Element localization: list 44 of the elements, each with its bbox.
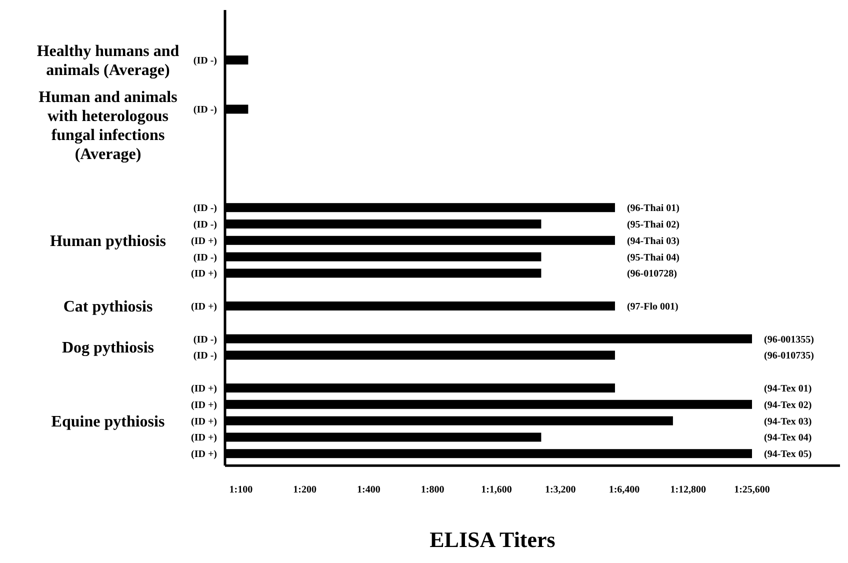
y-tick-label: (ID +) xyxy=(191,416,217,428)
y-tick-label: (ID +) xyxy=(191,449,217,460)
y-tick-label: (ID +) xyxy=(191,268,217,280)
y-tick-label: (ID +) xyxy=(191,400,217,411)
y2-tick-label: (94-Tex 05) xyxy=(764,449,812,460)
y-tick-label: (ID -) xyxy=(193,104,217,116)
y2-tick-label: (96-010735) xyxy=(764,350,814,362)
y-tick-label: (ID -) xyxy=(193,334,217,346)
y2-tick-label: (97-Flo 001) xyxy=(626,302,678,312)
text: Cat pythiosis xyxy=(63,298,153,316)
text: 1:25,600 xyxy=(734,484,770,496)
text: 1:6,400 xyxy=(608,484,640,496)
y-tick-label: (ID +) xyxy=(191,384,217,394)
text: 1:100 xyxy=(229,484,253,496)
y2-tick-label: (96-Thai 01) xyxy=(626,203,680,214)
text: 1:200 xyxy=(293,484,317,496)
text: Dog pythiosis xyxy=(62,340,154,357)
text: 1:400 xyxy=(357,484,380,496)
text: Healthy humans and animals (Average) xyxy=(36,43,180,80)
text: 1:1,600 xyxy=(481,484,512,496)
y-tick-label: (ID -) xyxy=(193,56,217,66)
x-axis-title: ELISA Titers xyxy=(430,527,556,552)
y2-tick-label: (94-Tex 04) xyxy=(764,432,812,444)
text: 1:3,200 xyxy=(544,484,576,496)
y-tick-label: (ID +) xyxy=(191,432,217,444)
y2-tick-label: (94-Tex 03) xyxy=(764,416,812,428)
y-tick-label: (ID -) xyxy=(193,350,217,362)
y-tick-label: (ID +) xyxy=(191,302,217,312)
y-tick-label: (ID -) xyxy=(193,203,217,214)
y2-tick-label: (96-010728) xyxy=(626,268,677,280)
y2-tick-label: (96-001355) xyxy=(764,334,814,346)
y-tick-label: (ID +) xyxy=(191,236,217,247)
text: 1:800 xyxy=(420,484,444,496)
y2-tick-label: (95-Thai 02) xyxy=(626,220,680,230)
text: Human pythiosis xyxy=(50,233,166,250)
y-tick-label: (ID -) xyxy=(193,252,217,264)
y2-tick-label: (94-Tex 02) xyxy=(764,400,812,411)
text: Human and animals with heterologous fungal infections (Average) xyxy=(38,89,178,164)
text: Equine pythiosis xyxy=(51,413,165,430)
text: 1:12,800 xyxy=(670,484,706,496)
y2-tick-label: (94-Thai 03) xyxy=(626,236,680,247)
y-tick-label: (ID -) xyxy=(193,220,217,230)
y2-tick-label: (95-Thai 04) xyxy=(626,252,680,264)
y2-tick-label: (94-Tex 01) xyxy=(764,384,812,394)
